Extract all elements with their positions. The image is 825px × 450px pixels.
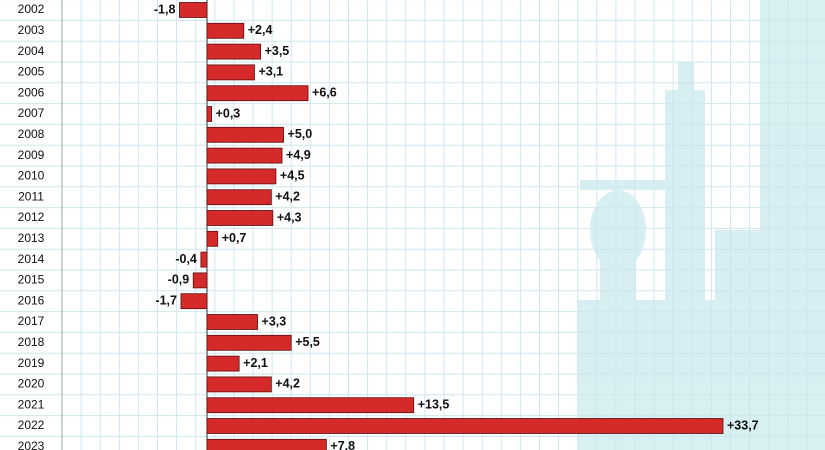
bar [206,64,255,81]
bar [206,106,212,122]
value-label: -1,8 [154,2,176,16]
y-tick-label: 2023 [18,439,45,450]
bar [206,418,724,434]
bar [192,272,208,289]
value-label: +3,3 [262,314,287,328]
value-label: +3,1 [258,65,283,79]
value-label: +4,5 [280,169,305,183]
value-label: -0,9 [168,273,190,287]
y-tick-label: 2019 [18,356,45,370]
bar [180,293,208,310]
value-label: +0,7 [222,231,247,245]
value-label: +4,9 [286,148,311,162]
value-label: +13,5 [418,397,450,411]
value-label: +2,1 [243,356,268,370]
value-label: +5,0 [288,127,313,141]
y-tick-label: 2013 [18,231,45,245]
y-tick-label: 2020 [18,377,45,391]
y-tick-label: 2009 [18,148,45,162]
bar [206,210,274,226]
y-tick-label: 2018 [18,335,45,349]
bar [206,314,258,330]
y-tick-label: 2011 [18,189,44,203]
value-label: -0,4 [175,252,197,266]
value-label: +7,8 [330,439,355,450]
y-tick-label: 2005 [18,65,45,79]
y-tick-label: 2016 [18,293,45,307]
value-label: +4,2 [275,377,300,391]
bar [200,251,208,268]
bar [179,2,208,18]
plot: 2002 -1,8 2003 +2,4 2004 +3,5 2005 +3,1 2006 +6,6… [18,2,759,450]
value-label: +0,3 [216,106,241,120]
bar [206,168,277,185]
value-label: +2,4 [248,23,273,37]
bar [206,438,327,450]
y-tick-label: 2021 [18,397,45,411]
bar [206,189,272,206]
value-label: +33,7 [727,418,759,432]
bar [206,147,283,164]
value-label: +6,6 [312,85,337,99]
y-tick-label: 2003 [18,23,45,37]
y-tick-label: 2010 [18,169,45,183]
bar [206,85,309,102]
bar [206,126,284,143]
bar [206,355,240,372]
y-tick-label: 2002 [18,2,45,16]
bar [206,397,415,414]
bar [206,230,219,247]
value-label: +3,5 [265,44,290,58]
bar [206,376,272,393]
y-tick-label: 2022 [18,418,45,432]
y-tick-label: 2004 [18,44,45,58]
y-tick-label: 2007 [18,106,45,120]
value-label: +4,3 [277,210,302,224]
y-tick-label: 2008 [18,127,45,141]
bar [206,334,292,351]
value-label: +5,5 [295,335,320,349]
value-label: -1,7 [155,293,177,307]
y-tick-label: 2012 [18,210,45,224]
value-label: +4,2 [275,189,300,203]
y-tick-label: 2014 [18,252,45,266]
y-tick-label: 2006 [18,85,45,99]
y-tick-label: 2017 [18,314,45,328]
bar [206,43,261,60]
bar [206,22,245,39]
y-tick-label: 2015 [18,273,45,287]
